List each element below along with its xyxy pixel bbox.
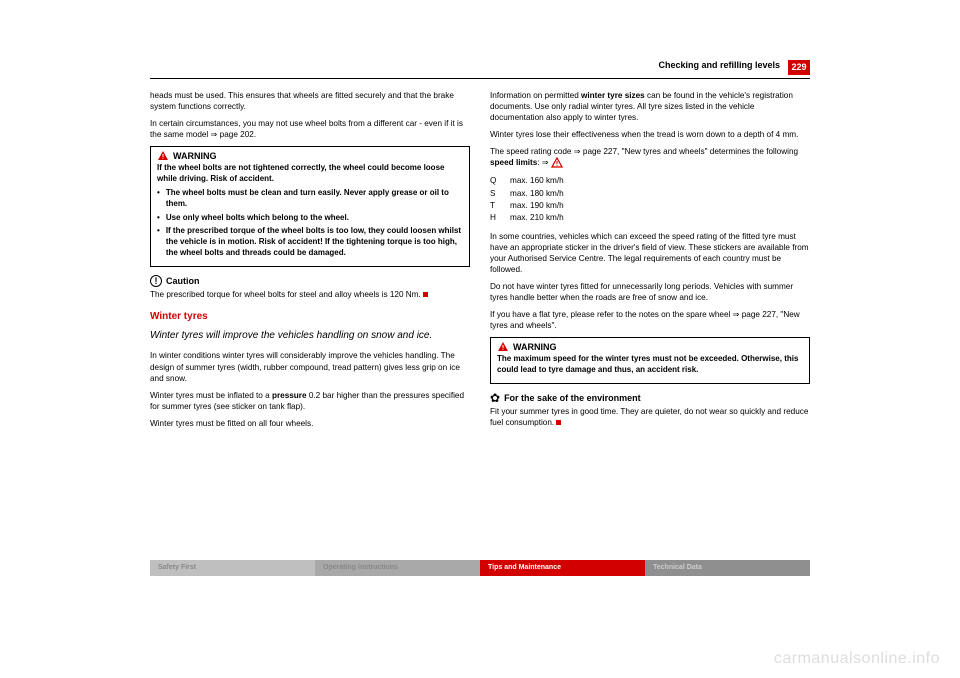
watermark: carmanualsonline.info xyxy=(774,650,940,668)
table-row: Smax. 180 km/h xyxy=(490,188,810,200)
body-text: The prescribed torque for wheel bolts fo… xyxy=(150,290,421,299)
speed-value: max. 160 km/h xyxy=(510,175,564,187)
bullet-icon: • xyxy=(157,188,160,210)
page-ref: ⇒ page 202. xyxy=(211,130,257,139)
caution-label: Caution xyxy=(166,275,200,287)
environment-header: ✿ For the sake of the environment xyxy=(490,392,810,404)
speed-value: max. 210 km/h xyxy=(510,212,564,224)
warning-box: WARNING The maximum speed for the winter… xyxy=(490,337,810,384)
warning-label: WARNING xyxy=(513,341,557,353)
page-content: heads must be used. This ensures that wh… xyxy=(150,90,810,590)
table-row: Hmax. 210 km/h xyxy=(490,212,810,224)
body-text: In certain circumstances, you may not us… xyxy=(150,118,470,140)
warning-body: The maximum speed for the winter tyres m… xyxy=(491,354,809,383)
body-text: In some countries, vehicles which can ex… xyxy=(490,231,810,275)
footer-tab-operating: Operating instructions xyxy=(315,560,480,576)
table-row: Tmax. 190 km/h xyxy=(490,200,810,212)
warning-header: WARNING xyxy=(491,338,809,354)
body-text: Winter tyres must be fitted on all four … xyxy=(150,418,470,429)
speed-value: max. 190 km/h xyxy=(510,200,564,212)
warning-triangle-icon xyxy=(157,150,169,162)
speed-value: max. 180 km/h xyxy=(510,188,564,200)
body-text: Winter tyres must be inflated to a press… xyxy=(150,390,470,412)
caution-icon: ! xyxy=(150,275,162,287)
body-text: Winter tyres must be inflated to a xyxy=(150,391,272,400)
warning-text: If the prescribed torque of the wheel bo… xyxy=(166,226,463,258)
body-text: The speed rating code ⇒ page 227, "New t… xyxy=(490,147,798,156)
warning-bullet: • The wheel bolts must be clean and turn … xyxy=(157,188,463,210)
environment-icon: ✿ xyxy=(490,392,500,404)
header-rule xyxy=(150,78,810,79)
footer-tab-tips: Tips and Maintenance xyxy=(480,560,645,576)
body-text: Fit your summer tyres in good time. They… xyxy=(490,407,808,427)
warning-bullet: • Use only wheel bolts which belong to th… xyxy=(157,213,463,224)
page-number: 229 xyxy=(788,60,810,75)
speed-code: S xyxy=(490,188,510,200)
environment-label: For the sake of the environment xyxy=(504,392,641,404)
caution-text: The prescribed torque for wheel bolts fo… xyxy=(150,289,470,300)
bullet-icon: • xyxy=(157,213,160,224)
right-column: Information on permitted winter tyre siz… xyxy=(490,90,810,435)
section-end-icon xyxy=(423,292,428,297)
body-text: Winter tyres lose their effectiveness wh… xyxy=(490,129,810,140)
section-title: Winter tyres xyxy=(150,310,470,324)
warning-bullet: •If the prescribed torque of the wheel b… xyxy=(157,226,463,258)
warning-triangle-icon xyxy=(497,341,509,353)
body-text: The speed rating code ⇒ page 227, "New t… xyxy=(490,146,810,169)
section-end-icon xyxy=(556,420,561,425)
body-text-bold: speed limits xyxy=(490,158,537,167)
warning-header: WARNING xyxy=(151,147,469,163)
bullet-icon: • xyxy=(157,226,160,258)
body-text: heads must be used. This ensures that wh… xyxy=(150,90,470,112)
left-column: heads must be used. This ensures that wh… xyxy=(150,90,470,435)
warning-text: The wheel bolts must be clean and turn e… xyxy=(166,188,463,210)
speed-code: H xyxy=(490,212,510,224)
section-subtitle: Winter tyres will improve the vehicles h… xyxy=(150,329,470,342)
warning-body: If the wheel bolts are not tightened cor… xyxy=(151,163,469,265)
caution-header: ! Caution xyxy=(150,275,470,287)
body-text-bold: winter tyre sizes xyxy=(581,91,645,100)
body-text: In winter conditions winter tyres will c… xyxy=(150,350,470,383)
speed-code: Q xyxy=(490,175,510,187)
body-text: Information on permitted xyxy=(490,91,581,100)
body-text: Information on permitted winter tyre siz… xyxy=(490,90,810,123)
warning-text: If the wheel bolts are not tightened cor… xyxy=(157,163,463,185)
body-text: : ⇒ xyxy=(537,158,548,167)
footer-nav: Safety First Operating instructions Tips… xyxy=(150,560,810,576)
warning-box: WARNING If the wheel bolts are not tight… xyxy=(150,146,470,267)
table-row: Qmax. 160 km/h xyxy=(490,175,810,187)
body-text: In certain circumstances, you may not us… xyxy=(150,119,463,139)
warning-text: Use only wheel bolts which belong to the… xyxy=(166,213,349,224)
warning-label: WARNING xyxy=(173,150,217,162)
columns: heads must be used. This ensures that wh… xyxy=(150,90,810,435)
footer-tab-safety: Safety First xyxy=(150,560,315,576)
body-text: If you have a flat tyre, please refer to… xyxy=(490,309,810,331)
page-header: 229 Checking and refilling levels xyxy=(150,60,810,80)
header-title: Checking and refilling levels xyxy=(658,60,780,70)
environment-text: Fit your summer tyres in good time. They… xyxy=(490,406,810,428)
warning-text: The maximum speed for the winter tyres m… xyxy=(497,354,803,376)
warning-triangle-icon xyxy=(551,157,563,169)
body-text-bold: pressure xyxy=(272,391,307,400)
speed-table: Qmax. 160 km/h Smax. 180 km/h Tmax. 190 … xyxy=(490,175,810,224)
body-text: Do not have winter tyres fitted for unne… xyxy=(490,281,810,303)
speed-code: T xyxy=(490,200,510,212)
footer-tab-technical: Technical Data xyxy=(645,560,810,576)
